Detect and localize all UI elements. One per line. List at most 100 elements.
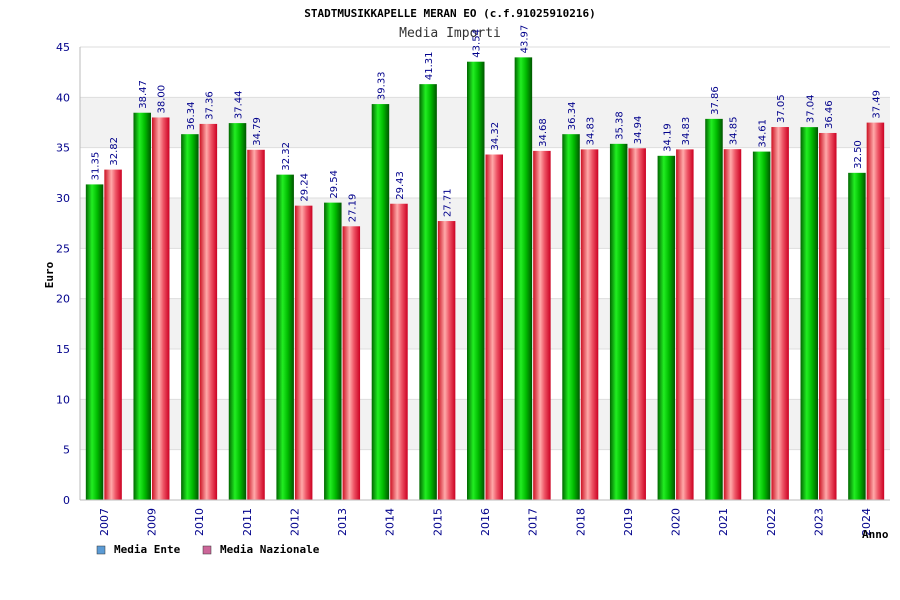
legend-label-media-ente: Media Ente <box>114 543 181 556</box>
data-label-media-ente: 36.34 <box>567 102 578 131</box>
bar-media-nazionale <box>199 123 218 500</box>
data-label-media-nazionale: 37.49 <box>871 90 882 119</box>
data-label-media-ente: 32.50 <box>853 140 864 169</box>
data-label-media-nazionale: 34.68 <box>538 118 549 147</box>
bar-media-ente <box>752 151 771 501</box>
x-tick-label: 2018 <box>574 508 587 536</box>
chart-title: STADTMUSIKKAPELLE MERAN EO (c.f.91025910… <box>304 7 595 20</box>
data-label-media-ente: 37.86 <box>710 86 721 115</box>
y-tick-label: 20 <box>56 293 70 306</box>
x-tick-label: 2009 <box>145 508 158 536</box>
y-axis-label: Euro <box>43 261 56 288</box>
bar-media-nazionale <box>580 149 599 501</box>
data-label-media-nazionale: 29.24 <box>300 173 311 202</box>
bar-media-ente <box>705 118 723 500</box>
data-label-media-nazionale: 29.43 <box>395 171 406 200</box>
bars <box>85 57 885 501</box>
data-label-media-nazionale: 34.79 <box>252 117 263 146</box>
y-tick-label: 0 <box>63 494 70 507</box>
bar-media-nazionale <box>628 148 646 500</box>
data-label-media-ente: 34.61 <box>758 119 769 148</box>
data-label-media-nazionale: 34.32 <box>490 122 501 151</box>
data-label-media-ente: 34.19 <box>662 123 673 152</box>
legend-swatch-media-nazionale <box>202 545 212 555</box>
bar-media-nazionale <box>151 117 170 500</box>
legend-swatch-media-ente <box>96 545 106 555</box>
x-tick-label: 2024 <box>860 508 873 536</box>
bar-media-ente <box>467 61 485 501</box>
bar-media-ente <box>85 184 104 500</box>
bar-media-ente <box>657 155 676 500</box>
bar-media-ente <box>276 174 294 501</box>
data-label-media-ente: 32.32 <box>281 142 292 171</box>
data-label-media-ente: 31.35 <box>91 152 102 181</box>
y-tick-label: 30 <box>56 192 70 205</box>
bar-media-nazionale <box>485 154 503 500</box>
x-tick-label: 2020 <box>670 508 683 536</box>
bar-media-nazionale <box>342 226 361 500</box>
data-label-media-nazionale: 27.19 <box>347 194 358 223</box>
data-label-media-nazionale: 34.83 <box>586 117 597 146</box>
bar-media-ente <box>514 57 533 501</box>
data-label-media-ente: 37.04 <box>805 94 816 123</box>
x-tick-label: 2021 <box>717 508 730 536</box>
x-tick-label: 2007 <box>98 508 111 536</box>
x-tick-label: 2019 <box>622 508 635 536</box>
data-label-media-ente: 39.33 <box>376 71 387 100</box>
data-label-media-nazionale: 38.00 <box>157 85 168 114</box>
y-tick-label: 5 <box>63 444 70 457</box>
y-tick-label: 45 <box>56 41 70 54</box>
data-label-media-ente: 41.31 <box>424 52 435 81</box>
bar-media-ente <box>848 172 866 501</box>
bar-media-ente <box>228 123 247 500</box>
x-tick-label: 2016 <box>479 508 492 536</box>
y-tick-label: 25 <box>56 242 70 255</box>
data-label-media-ente: 43.97 <box>519 25 530 54</box>
bar-media-nazionale <box>771 127 789 500</box>
data-label-media-nazionale: 37.05 <box>776 94 787 123</box>
bar-media-ente <box>419 84 437 500</box>
bar-media-nazionale <box>390 203 408 500</box>
data-labels: 31.35 32.82 38.47 38.00 36.34 37.36 37.44 34.79… <box>91 25 883 223</box>
data-label-media-ente: 35.38 <box>615 111 626 140</box>
x-tick-label: 2011 <box>241 508 254 536</box>
data-label-media-ente: 29.54 <box>329 170 340 199</box>
x-tick-label: 2013 <box>336 508 349 536</box>
x-tick-label: 2012 <box>288 508 301 536</box>
bar-media-nazionale <box>676 149 694 501</box>
bar-media-nazionale <box>294 205 313 500</box>
x-axis-ticks: 2007 2009 2010 2011 2012 2013 2014 2015 2016 2017… <box>98 508 873 536</box>
x-tick-label: 2017 <box>527 508 540 536</box>
data-label-media-nazionale: 34.85 <box>728 117 739 146</box>
bar-media-nazionale <box>866 122 885 500</box>
data-label-media-nazionale: 34.83 <box>681 117 692 146</box>
y-axis-ticks: 0 5 10 15 20 25 30 35 40 45 <box>56 41 70 507</box>
legend-label-media-nazionale: Media Nazionale <box>220 543 320 556</box>
data-label-media-nazionale: 32.82 <box>109 137 120 166</box>
bar-media-nazionale <box>533 150 551 500</box>
bar-media-nazionale <box>819 132 837 500</box>
x-axis-label: Anno <box>862 528 889 541</box>
legend: Media Ente Media Nazionale <box>96 543 320 556</box>
data-label-media-ente: 37.44 <box>234 90 245 119</box>
bar-media-ente <box>324 202 342 500</box>
data-label-media-nazionale: 27.71 <box>443 188 454 217</box>
data-label-media-nazionale: 34.94 <box>633 116 644 145</box>
data-label-media-nazionale: 36.46 <box>824 100 835 129</box>
data-label-media-ente: 38.47 <box>138 80 149 109</box>
data-label-media-ente: 36.34 <box>186 102 197 131</box>
y-tick-label: 15 <box>56 343 70 356</box>
x-tick-label: 2014 <box>384 508 397 536</box>
bar-media-nazionale <box>104 169 122 500</box>
y-tick-label: 35 <box>56 142 70 155</box>
bar-media-nazionale <box>247 149 265 500</box>
bar-media-ente <box>371 104 390 500</box>
y-tick-label: 40 <box>56 91 70 104</box>
chart-subtitle: Media Importi <box>399 26 501 41</box>
bar-media-ente <box>609 143 628 500</box>
bar-media-ente <box>800 127 819 500</box>
bar-media-nazionale <box>723 149 742 500</box>
data-label-media-nazionale: 37.36 <box>204 91 215 120</box>
x-tick-label: 2023 <box>813 508 826 536</box>
